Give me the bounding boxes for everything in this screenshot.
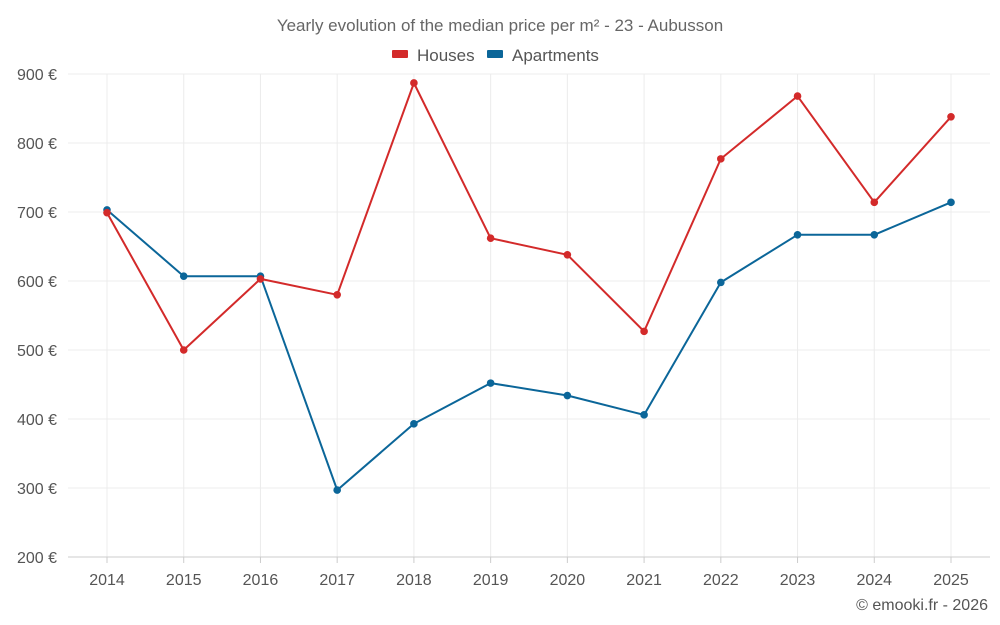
legend-item-houses[interactable]: Houses <box>392 46 475 65</box>
y-tick-label: 200 € <box>17 550 57 567</box>
chart-title: Yearly evolution of the median price per… <box>277 16 723 35</box>
y-tick-label: 300 € <box>17 481 57 498</box>
data-point-houses[interactable] <box>870 198 879 207</box>
data-point-houses[interactable] <box>333 291 341 299</box>
series <box>103 79 955 494</box>
y-tick-label: 400 € <box>17 412 57 429</box>
data-point-houses[interactable] <box>179 346 188 354</box>
y-tick-label: 900 € <box>17 67 57 84</box>
data-point-apartments[interactable] <box>870 230 879 239</box>
series-line-houses <box>106 82 952 351</box>
x-tick-label: 2019 <box>473 572 509 589</box>
credit: © emooki.fr - 2026 <box>856 597 988 614</box>
legend-label-apartments: Apartments <box>512 46 599 65</box>
data-point-houses[interactable] <box>256 275 265 283</box>
data-point-apartments[interactable] <box>410 420 418 428</box>
y-tick-label: 800 € <box>17 136 57 153</box>
x-tick-label: 2020 <box>550 572 586 589</box>
y-tick-label: 600 € <box>17 274 57 291</box>
data-point-houses[interactable] <box>793 92 802 100</box>
data-point-houses[interactable] <box>563 250 572 259</box>
data-point-apartments[interactable] <box>486 379 495 387</box>
y-axis-ticks: 200 € 300 € 400 € 500 € 600 € 700 € 800 € 900 € <box>17 67 57 567</box>
data-point-apartments[interactable] <box>947 198 955 207</box>
legend-label-houses: Houses <box>417 46 475 65</box>
x-tick-label: 2023 <box>780 572 816 589</box>
y-tick-label: 500 € <box>17 343 57 360</box>
data-point-houses[interactable] <box>103 208 111 217</box>
data-point-apartments[interactable] <box>563 391 572 400</box>
data-point-apartments[interactable] <box>640 411 648 419</box>
data-point-houses[interactable] <box>410 79 418 87</box>
gridlines <box>68 73 990 558</box>
data-point-houses[interactable] <box>717 155 725 163</box>
x-tick-label: 2024 <box>856 572 892 589</box>
data-point-houses[interactable] <box>947 112 955 121</box>
x-tick-label: 2025 <box>933 572 969 589</box>
x-tick-label: 2014 <box>89 572 125 589</box>
legend-item-apartments[interactable]: Apartments <box>487 46 599 65</box>
legend-swatch-apartments <box>487 50 503 58</box>
x-tick-label: 2017 <box>319 572 355 589</box>
data-point-apartments[interactable] <box>333 486 341 494</box>
data-point-apartments[interactable] <box>717 278 725 287</box>
data-point-apartments[interactable] <box>793 230 802 239</box>
x-axis-ticks: 2014 2015 2016 2017 2018 2019 2020 2021 2022 2023… <box>89 557 969 589</box>
legend: Houses Apartments <box>392 46 599 65</box>
x-tick-label: 2016 <box>243 572 279 589</box>
y-tick-label: 700 € <box>17 205 57 222</box>
x-tick-label: 2021 <box>626 572 662 589</box>
data-point-houses[interactable] <box>640 327 648 336</box>
legend-swatch-houses <box>392 50 408 58</box>
x-tick-label: 2022 <box>703 572 739 589</box>
x-tick-label: 2015 <box>166 572 202 589</box>
x-tick-label: 2018 <box>396 572 432 589</box>
series-line-apartments <box>106 201 952 492</box>
data-point-houses[interactable] <box>486 234 495 243</box>
data-point-apartments[interactable] <box>179 272 188 280</box>
